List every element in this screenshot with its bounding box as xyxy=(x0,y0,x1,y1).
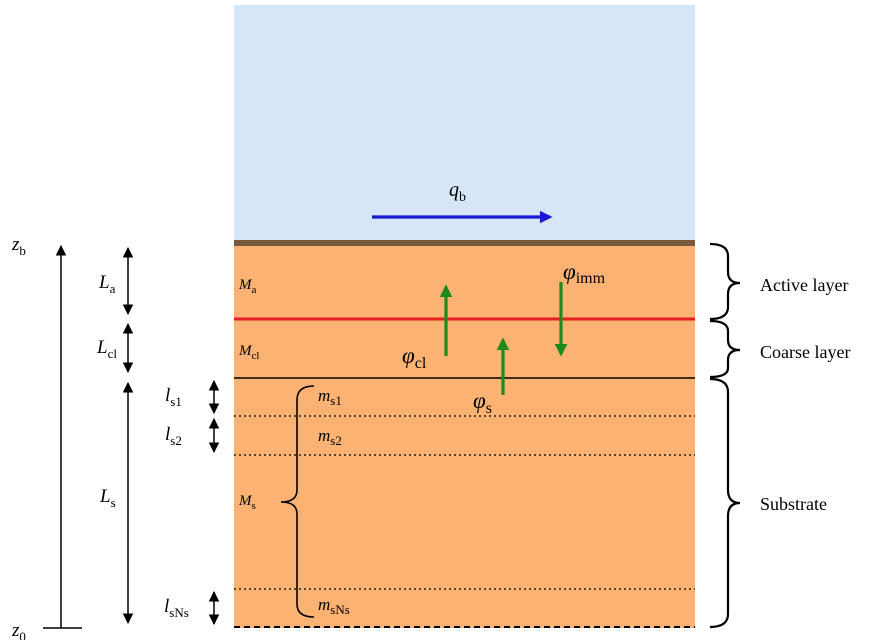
active-layer-label: Active layer xyxy=(760,275,848,295)
water-column xyxy=(234,5,695,243)
lsNs-label: lsNs xyxy=(164,596,189,620)
zb-label: zb xyxy=(11,234,26,258)
ms2-label: ms2 xyxy=(318,426,342,448)
phi-imm-label: φimm xyxy=(563,259,606,287)
coarse-layer-label: Coarse layer xyxy=(760,342,850,362)
ls2-label: ls2 xyxy=(165,424,182,448)
substrate-label: Substrate xyxy=(760,494,827,514)
z0-label: z0 xyxy=(11,620,26,640)
sediment-block xyxy=(234,243,695,628)
Mcl-label: Mcl xyxy=(238,343,259,362)
Ma-label: Ma xyxy=(238,277,257,296)
Ls-label: Ls xyxy=(99,486,116,510)
coarse-layer-brace xyxy=(709,319,741,379)
phi-cl-label: φcl xyxy=(402,343,427,372)
msNs-label: msNs xyxy=(318,595,350,617)
qb-label: qb xyxy=(449,179,466,205)
phi-s-label: φs xyxy=(473,388,492,417)
Lcl-label: Lcl xyxy=(96,337,117,361)
ls1-label: ls1 xyxy=(165,385,182,409)
Ms-label: Ms xyxy=(238,493,256,512)
La-label: La xyxy=(98,272,116,296)
active-layer-brace xyxy=(709,242,741,321)
ms1-label: ms1 xyxy=(318,386,342,408)
substrate-mass-brace xyxy=(280,385,315,618)
substrate-brace xyxy=(709,377,741,629)
